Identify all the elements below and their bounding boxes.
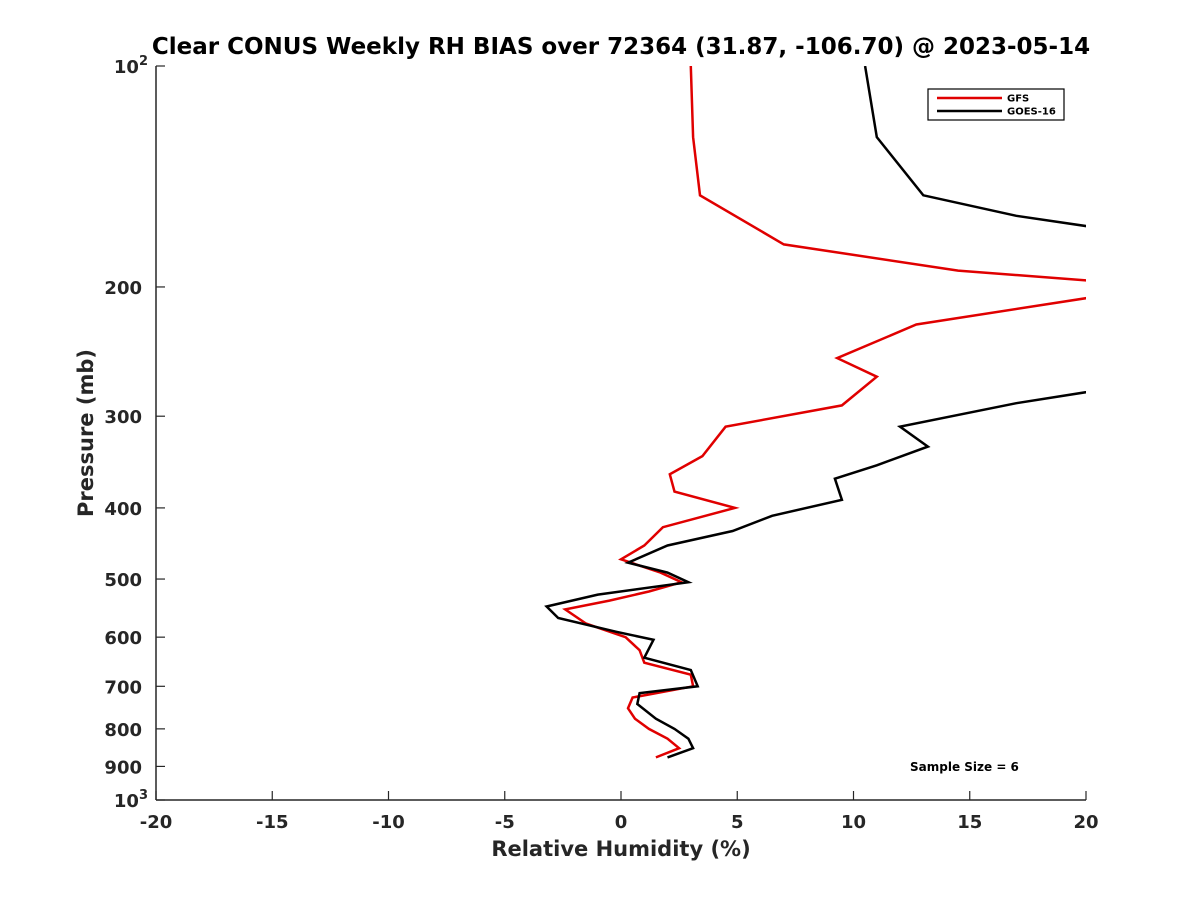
y-tick-label: 300 [104,407,142,428]
y-tick-exponent: 3 [139,788,148,803]
y-tick-base: 10 [114,57,139,78]
x-tick-label: -15 [256,812,289,833]
x-axis-label: Relative Humidity (%) [491,837,750,861]
x-tick-label: -5 [495,812,515,833]
x-tick-label: 10 [841,812,866,833]
legend-label-gfs: GFS [1007,94,1029,105]
series-layer [544,66,1086,759]
series-line-goes16 [544,66,1086,759]
x-tick-label: 5 [731,812,744,833]
x-tick-label: 20 [1073,812,1098,833]
y-tick-label-power: 103 [114,788,148,812]
y-tick-label: 200 [104,278,142,299]
y-tick-label: 500 [104,570,142,591]
sample-size-annotation: Sample Size = 6 [910,760,1019,774]
series-line-gfs [562,66,1086,759]
legend-label-goes16: GOES-16 [1007,107,1056,118]
y-tick-base: 10 [114,791,139,812]
x-tick-label: -20 [140,812,173,833]
y-tick-label: 700 [104,677,142,698]
chart-title: Clear CONUS Weekly RH BIAS over 72364 (3… [152,34,1090,60]
y-tick-label: 900 [104,757,142,778]
legend-box [927,88,1065,121]
y-tick-label: 400 [104,499,142,520]
y-axis-label: Pressure (mb) [74,349,98,517]
x-tick-label: 15 [957,812,982,833]
y-tick-exponent: 2 [139,54,148,69]
legend: GFS GOES-16 [927,88,1065,121]
x-tick-label: 0 [615,812,628,833]
y-tick-label-power: 102 [114,54,148,78]
y-tick-label: 800 [104,720,142,741]
axes-layer: -20 -15 -10 -5 0 5 10 15 20102103200300400500600… [104,54,1098,833]
x-tick-label: -10 [372,812,405,833]
y-tick-label: 600 [104,628,142,649]
